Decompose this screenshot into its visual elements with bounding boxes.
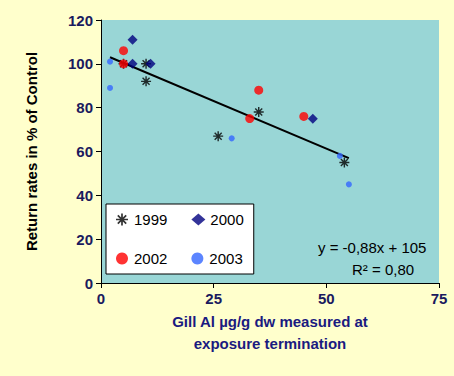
svg-text:80: 80 [76,99,93,116]
svg-text:0: 0 [85,275,93,292]
svg-text:25: 25 [205,290,222,307]
svg-text:1999: 1999 [134,211,167,228]
svg-text:20: 20 [76,231,93,248]
svg-text:Gill Al µg/g dw measured at: Gill Al µg/g dw measured at [172,313,368,330]
svg-text:120: 120 [68,12,93,29]
svg-text:2000: 2000 [210,211,243,228]
svg-text:2003: 2003 [209,250,242,267]
svg-text:60: 60 [76,143,93,160]
svg-text:75: 75 [431,290,448,307]
svg-text:0: 0 [97,290,105,307]
svg-text:Return rates in % of Control: Return rates in % of Control [23,52,40,251]
svg-text:40: 40 [76,187,93,204]
svg-text:100: 100 [68,55,93,72]
svg-text:R² = 0,80: R² = 0,80 [352,261,414,278]
svg-text:exposure termination: exposure termination [194,335,347,352]
svg-text:y = -0,88x + 105: y = -0,88x + 105 [318,239,426,256]
svg-text:2002: 2002 [134,250,167,267]
svg-text:50: 50 [318,290,335,307]
